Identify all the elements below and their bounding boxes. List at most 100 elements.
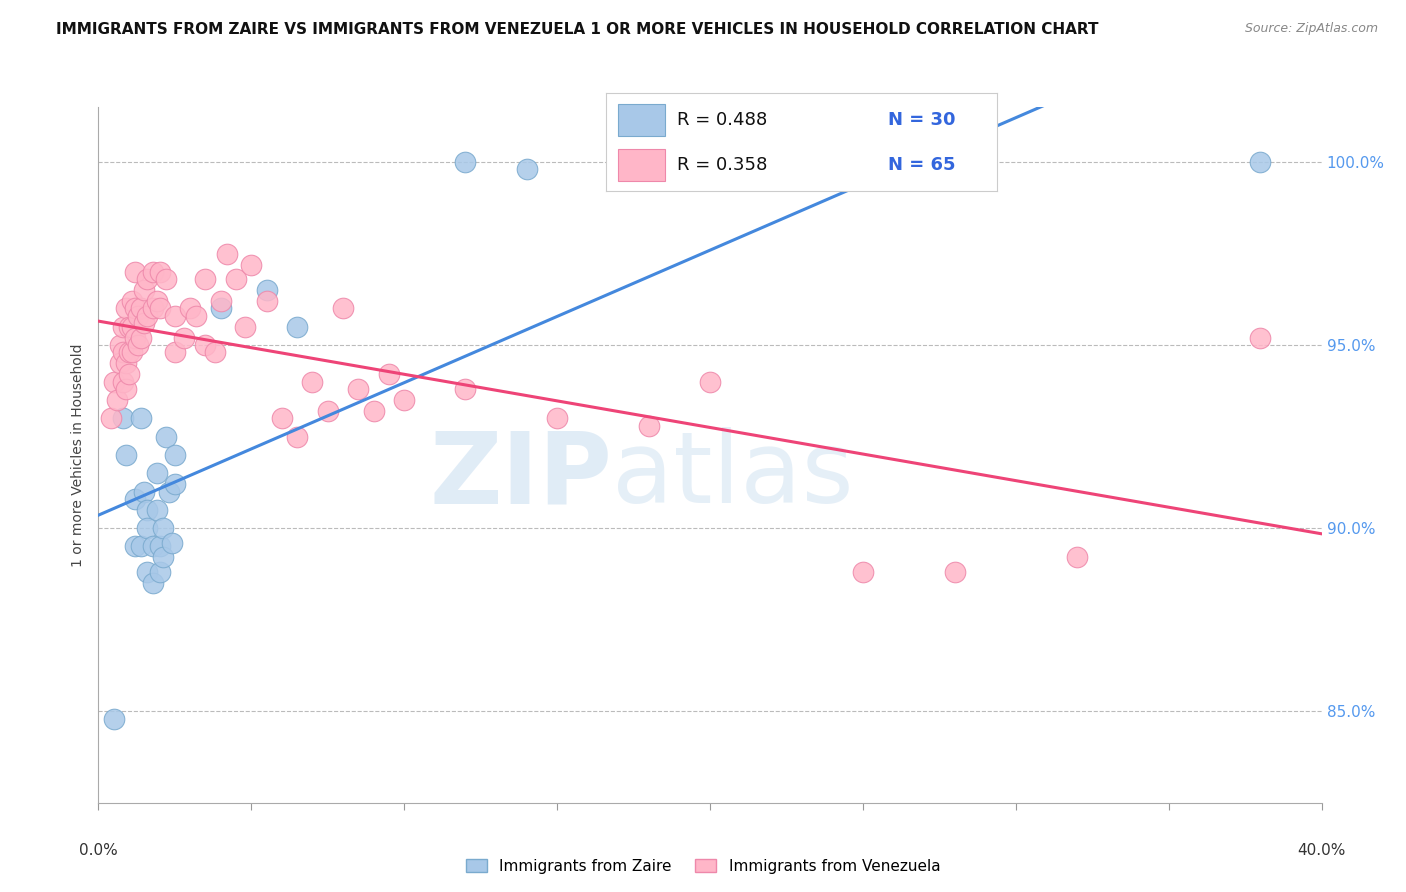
Point [100, 411, 122, 425]
Point [111, 375, 134, 389]
Point [240, 258, 263, 272]
Point [121, 345, 143, 359]
Point [136, 272, 159, 286]
Point [209, 301, 232, 316]
Point [155, 272, 177, 286]
Point [1066, 550, 1088, 565]
Point [124, 540, 146, 554]
Point [149, 265, 172, 279]
Point [943, 565, 966, 579]
Point [108, 356, 131, 370]
Point [124, 491, 146, 506]
Point [225, 272, 247, 286]
Point [115, 448, 138, 462]
Point [111, 319, 134, 334]
Point [124, 301, 146, 316]
Point [134, 484, 156, 499]
Point [285, 429, 308, 443]
Point [111, 411, 134, 425]
Point [270, 411, 292, 425]
Point [127, 309, 149, 323]
Point [852, 565, 875, 579]
Point [256, 283, 278, 297]
Point [378, 368, 401, 382]
Point [301, 375, 323, 389]
Point [1249, 155, 1271, 169]
Point [332, 301, 354, 316]
Point [637, 418, 661, 433]
Point [179, 301, 201, 316]
Text: 40.0%: 40.0% [1298, 843, 1346, 858]
Point [152, 550, 174, 565]
Point [160, 536, 183, 550]
Point [118, 368, 141, 382]
Point [115, 301, 138, 316]
Point [163, 448, 186, 462]
Point [163, 345, 186, 359]
Point [121, 294, 143, 309]
Point [142, 540, 165, 554]
Point [256, 294, 278, 309]
Point [129, 331, 152, 345]
Point [233, 319, 256, 334]
Point [127, 338, 149, 352]
Point [454, 155, 477, 169]
Point [194, 272, 217, 286]
Point [124, 331, 146, 345]
Point [142, 301, 165, 316]
Text: Source: ZipAtlas.com: Source: ZipAtlas.com [1244, 22, 1378, 36]
Point [134, 316, 156, 330]
Point [149, 565, 172, 579]
Point [363, 404, 385, 418]
Point [115, 356, 138, 370]
Point [129, 540, 152, 554]
Point [204, 345, 226, 359]
Point [108, 338, 131, 352]
Point [129, 301, 152, 316]
Point [105, 392, 128, 407]
Point [103, 375, 125, 389]
Point [155, 429, 177, 443]
Point [347, 382, 370, 396]
Point [215, 246, 238, 260]
Text: 0.0%: 0.0% [79, 843, 118, 858]
Point [136, 565, 159, 579]
Point [145, 467, 167, 481]
Point [152, 521, 174, 535]
Point [142, 265, 165, 279]
Point [103, 712, 125, 726]
Text: ZIP: ZIP [429, 427, 612, 524]
Point [173, 331, 195, 345]
Y-axis label: 1 or more Vehicles in Household: 1 or more Vehicles in Household [72, 343, 86, 566]
Point [157, 484, 180, 499]
Legend: Immigrants from Zaire, Immigrants from Venezuela: Immigrants from Zaire, Immigrants from V… [460, 853, 946, 880]
Point [186, 309, 208, 323]
Text: IMMIGRANTS FROM ZAIRE VS IMMIGRANTS FROM VENEZUELA 1 OR MORE VEHICLES IN HOUSEHO: IMMIGRANTS FROM ZAIRE VS IMMIGRANTS FROM… [56, 22, 1098, 37]
Point [392, 392, 416, 407]
Point [149, 301, 172, 316]
Point [285, 319, 308, 334]
Point [163, 477, 186, 491]
Point [136, 521, 159, 535]
Point [546, 411, 568, 425]
Text: atlas: atlas [612, 427, 853, 524]
Point [194, 338, 217, 352]
Point [142, 576, 165, 591]
Point [163, 309, 186, 323]
Point [209, 294, 232, 309]
Point [134, 283, 156, 297]
Point [316, 404, 339, 418]
Point [699, 375, 721, 389]
Point [111, 345, 134, 359]
Point [145, 503, 167, 517]
Point [454, 382, 477, 396]
Point [1249, 331, 1271, 345]
Point [136, 503, 159, 517]
Point [149, 540, 172, 554]
Point [115, 382, 138, 396]
Point [118, 319, 141, 334]
Point [121, 319, 143, 334]
Point [145, 294, 167, 309]
Point [516, 162, 538, 177]
Point [124, 265, 146, 279]
